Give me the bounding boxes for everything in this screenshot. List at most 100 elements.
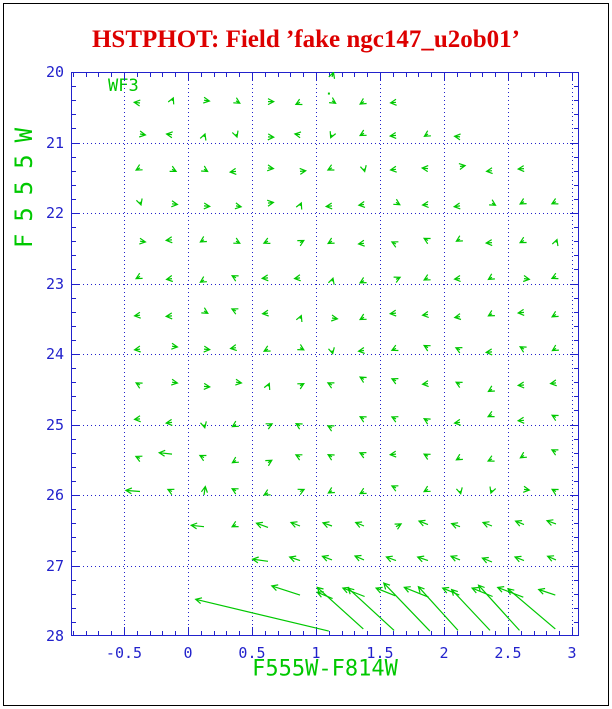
vector-arrow [293,274,301,282]
vector-arrow [453,133,461,141]
vector-arrow [328,347,335,355]
arrows-layer [124,72,559,632]
x-tick-label: -0.5 [105,644,143,662]
vector-arrow [422,418,431,425]
vector-arrow [453,275,461,283]
vector-arrow [470,586,493,598]
vector-arrow [164,312,173,320]
vector-arrow [295,314,303,323]
vector-arrow [265,423,274,430]
vector-arrow [449,555,461,562]
vector-arrow [454,381,463,388]
vector-arrow [288,555,301,563]
vector-arrow [134,455,143,462]
vector-arrow [166,488,175,496]
vector-arrow [199,236,207,243]
vector-arrow [124,487,141,495]
vector-arrow [357,347,365,354]
vector-arrow [165,131,173,139]
vector-arrow [487,273,495,281]
x-tick-label: 2 [439,644,449,662]
vector-arrow [235,378,243,386]
vector-arrow [329,131,337,139]
vector-arrow [551,238,559,247]
vector-arrow [135,198,143,207]
vector-arrow [481,556,493,564]
vector-arrow [293,131,302,139]
y-tick-label: 20 [45,63,64,81]
vector-arrow [518,198,527,205]
x-tick-label: 3 [567,644,577,662]
vector-arrow [422,344,431,352]
vector-arrow [169,165,178,172]
y-tick-label: 27 [45,556,64,575]
vector-arrow [385,555,397,563]
vector-arrow [550,414,559,422]
vector-arrow [390,416,399,423]
vector-arrow [388,450,397,458]
vector-arrow [326,454,335,461]
vector-arrow [200,485,208,496]
vector-arrow [326,237,335,245]
vector-arrow [327,276,335,285]
vector-arrow [389,98,397,106]
vector-arrow [203,96,211,104]
vector-arrow [297,239,305,247]
vector-arrow [390,241,399,248]
vector-arrow [255,521,269,529]
vector-arrow [550,488,559,496]
vector-arrow [514,520,525,527]
vector-arrow [133,415,141,423]
vector-arrow [201,165,209,173]
vector-arrow [513,555,525,563]
vector-arrow [270,584,301,596]
vector-arrow [422,237,431,245]
vector-arrow [341,586,365,598]
vector-arrow [234,202,243,210]
vector-arrow [347,587,395,631]
vector-arrow [423,130,431,137]
y-tick-label: 25 [45,415,64,434]
vector-arrow [486,455,495,462]
vector-arrow [233,97,241,104]
vector-arrow [295,201,303,210]
vector-arrow [485,167,493,175]
vector-arrow [134,272,143,280]
vector-arrow [203,345,211,353]
vector-arrow [267,133,275,141]
y-tick-label: 24 [45,345,64,363]
vector-arrow [417,519,429,527]
vector-arrow [189,522,205,530]
vector-arrow [416,555,429,563]
vector-arrow [297,488,306,496]
y-tick-label: 22 [45,204,64,222]
vector-arrow [484,348,493,356]
vector-arrow [357,201,366,208]
vector-arrow [393,198,401,206]
x-tick-label: 1.5 [366,644,394,662]
vector-arrow [421,311,429,319]
vector-dot [327,92,330,95]
vector-arrow [171,378,179,386]
vector-arrow [321,521,333,529]
vector-arrow [266,199,275,207]
vector-arrow [481,521,493,528]
vector-arrow [266,164,275,172]
vector-arrow [359,165,367,173]
vector-arrow [164,236,173,244]
vector-arrow [230,520,239,528]
vector-arrow [194,597,329,632]
vector-arrow [516,416,525,424]
vector-arrow [199,276,207,283]
vector-arrow [133,311,141,319]
vector-arrow [201,307,209,314]
y-tick-label: 23 [45,274,64,293]
vector-arrow [262,345,271,352]
vector-arrow [420,165,429,173]
vector-arrow [329,97,337,105]
vector-arrow [550,272,559,280]
vector-arrow [486,410,495,418]
vector-arrow [450,522,461,529]
vector-arrow [453,418,461,426]
ticks-layer [72,73,578,635]
